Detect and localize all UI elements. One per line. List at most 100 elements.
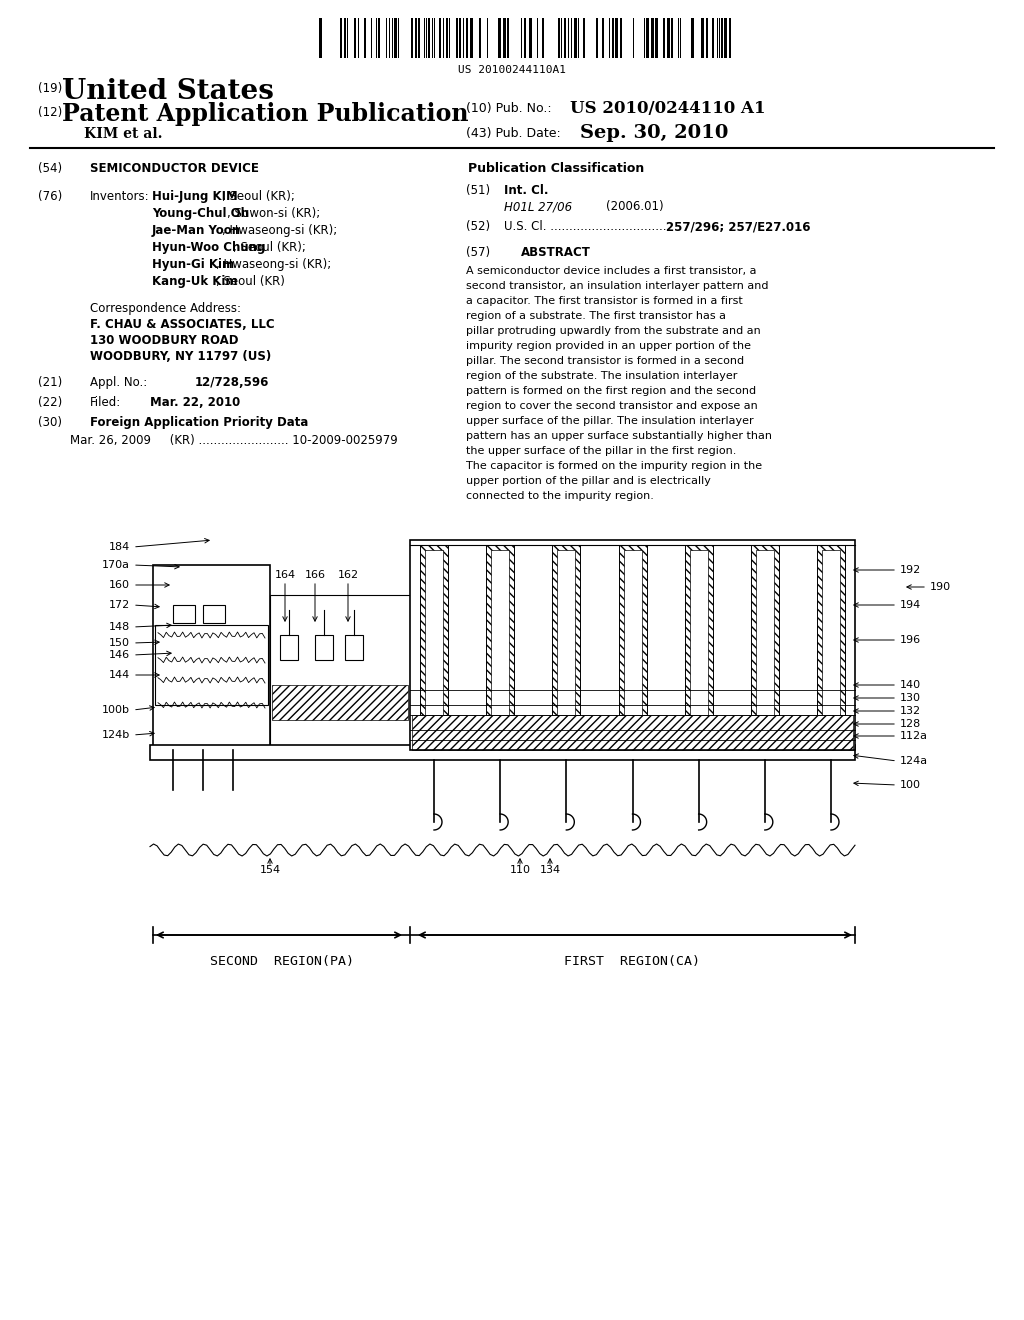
Bar (173, 605, 195, 623)
Bar (486, 545, 514, 715)
Text: Inventors:: Inventors: (90, 190, 150, 203)
Bar (378, 18, 380, 58)
Bar (563, 18, 565, 58)
Bar (428, 18, 429, 58)
Bar (608, 18, 610, 58)
Bar (456, 18, 458, 58)
Text: Correspondence Address:: Correspondence Address: (90, 302, 241, 315)
Text: Jae-Man Yoon: Jae-Man Yoon (152, 224, 241, 238)
Text: , Seoul (KR);: , Seoul (KR); (233, 242, 306, 253)
Text: Sep. 30, 2010: Sep. 30, 2010 (580, 124, 728, 143)
Bar (459, 18, 461, 58)
Bar (578, 18, 579, 58)
Text: 164: 164 (274, 570, 296, 579)
Text: 162: 162 (338, 570, 358, 579)
Text: 170a: 170a (102, 560, 130, 570)
Bar (410, 540, 855, 750)
Text: WOODBURY, NY 11797 (US): WOODBURY, NY 11797 (US) (90, 350, 271, 363)
Text: pillar. The second transistor is formed in a second: pillar. The second transistor is formed … (466, 356, 744, 366)
Bar (445, 18, 447, 58)
Bar (345, 635, 362, 660)
Text: Hyun-Gi Kim: Hyun-Gi Kim (152, 257, 234, 271)
Text: 124a: 124a (900, 756, 928, 766)
Text: 150: 150 (109, 638, 130, 648)
Text: (12): (12) (38, 106, 62, 119)
Bar (153, 565, 270, 750)
Text: the upper surface of the pillar in the first region.: the upper surface of the pillar in the f… (466, 446, 736, 455)
Text: 130 WOODBURY ROAD: 130 WOODBURY ROAD (90, 334, 239, 347)
Bar (343, 18, 345, 58)
Bar (415, 18, 417, 58)
Bar (420, 545, 449, 715)
Bar (650, 18, 653, 58)
Bar (364, 18, 366, 58)
Text: upper surface of the pillar. The insulation interlayer: upper surface of the pillar. The insulat… (466, 416, 754, 426)
Text: , Hwaseong-si (KR);: , Hwaseong-si (KR); (216, 257, 331, 271)
Text: 190: 190 (930, 582, 951, 591)
Text: (51): (51) (466, 183, 490, 197)
Bar (612, 18, 614, 58)
Text: Kang-Uk Kim: Kang-Uk Kim (152, 275, 238, 288)
Text: 134: 134 (540, 865, 560, 875)
Bar (346, 18, 348, 58)
Text: Patent Application Publication: Patent Application Publication (62, 102, 469, 125)
Bar (728, 18, 730, 58)
Bar (270, 595, 410, 750)
Text: , Seoul (KR): , Seoul (KR) (216, 275, 285, 288)
Text: 100b: 100b (102, 705, 130, 715)
Text: (10) Pub. No.:: (10) Pub. No.: (466, 102, 552, 115)
Bar (486, 18, 488, 58)
Bar (602, 18, 603, 58)
Text: 154: 154 (259, 865, 281, 875)
Bar (433, 18, 435, 58)
Bar (354, 18, 356, 58)
Text: 257/296; 257/E27.016: 257/296; 257/E27.016 (666, 220, 811, 234)
Bar (596, 18, 598, 58)
Text: SEMICONDUCTOR DEVICE: SEMICONDUCTOR DEVICE (90, 162, 259, 176)
Bar (272, 685, 408, 719)
Bar (376, 18, 377, 58)
Bar (557, 550, 575, 715)
Text: (57): (57) (466, 246, 490, 259)
Bar (663, 18, 665, 58)
Bar (478, 18, 480, 58)
Text: (43) Pub. Date:: (43) Pub. Date: (466, 127, 561, 140)
Text: region to cover the second transistor and expose an: region to cover the second transistor an… (466, 401, 758, 411)
Text: second transistor, an insulation interlayer pattern and: second transistor, an insulation interla… (466, 281, 768, 290)
Bar (135, 535, 870, 870)
Text: 140: 140 (900, 680, 922, 690)
Text: 124b: 124b (101, 730, 130, 741)
Bar (721, 18, 723, 58)
Bar (712, 18, 714, 58)
Bar (469, 18, 472, 58)
Text: Young-Chul Oh: Young-Chul Oh (152, 207, 249, 220)
Bar (411, 18, 413, 58)
Bar (573, 18, 577, 58)
Bar (466, 18, 468, 58)
Text: Mar. 22, 2010: Mar. 22, 2010 (150, 396, 241, 409)
Text: (54): (54) (38, 162, 62, 176)
Text: 146: 146 (109, 649, 130, 660)
Bar (654, 18, 657, 58)
Text: Int. Cl.: Int. Cl. (504, 183, 549, 197)
Text: F. CHAU & ASSOCIATES, LLC: F. CHAU & ASSOCIATES, LLC (90, 318, 274, 331)
Bar (646, 18, 649, 58)
Bar (701, 18, 705, 58)
Bar (529, 18, 532, 58)
Text: 196: 196 (900, 635, 922, 645)
Text: Appl. No.:: Appl. No.: (90, 376, 147, 389)
Bar (615, 18, 618, 58)
Bar (756, 550, 774, 715)
Text: 112a: 112a (900, 731, 928, 741)
Text: connected to the impurity region.: connected to the impurity region. (466, 491, 654, 502)
Bar (498, 18, 501, 58)
Text: KIM et al.: KIM et al. (84, 127, 163, 141)
Bar (394, 18, 397, 58)
Bar (542, 18, 544, 58)
Bar (583, 18, 585, 58)
Bar (685, 545, 713, 715)
Text: Publication Classification: Publication Classification (468, 162, 644, 176)
Bar (618, 545, 646, 715)
Bar (340, 18, 342, 58)
Bar (425, 550, 443, 715)
